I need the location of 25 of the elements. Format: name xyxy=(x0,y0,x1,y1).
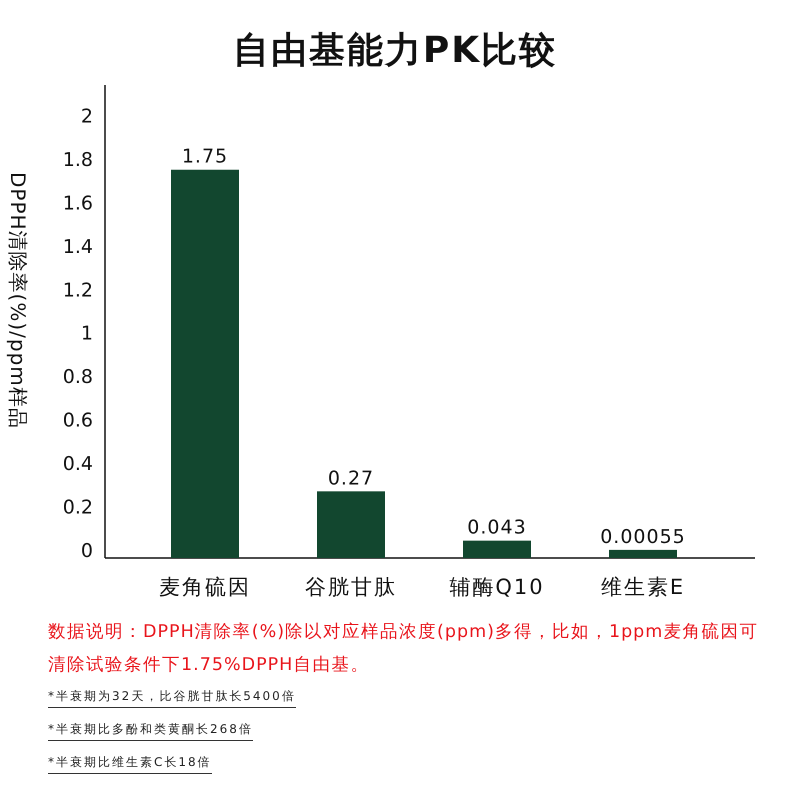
y-tick-label: 0.2 xyxy=(62,496,93,519)
y-tick-label: 0.8 xyxy=(62,366,93,388)
y-tick-label: 0.4 xyxy=(62,453,93,476)
y-tick-label: 0.6 xyxy=(62,410,93,432)
y-tick-label: 0 xyxy=(80,540,93,562)
text: *半衰期为32天，比谷胱甘肽长5400倍 xyxy=(48,688,296,708)
y-tick-label: 2 xyxy=(80,105,93,128)
y-axis-title: DPPH清除率(%)/ppm样品 xyxy=(6,172,30,429)
chart-title: 自由基能力PK比较 xyxy=(232,30,558,71)
data-label: 0.043 xyxy=(467,516,527,539)
y-tick-label: 1.2 xyxy=(62,279,93,302)
text: 数据说明：DPPH清除率(%)除以对应样品浓度(ppm)多得，比如，1ppm麦角硫因可清除试验条件下1.75%DPPH自由基。 xyxy=(48,621,760,677)
y-tick-label: 1.6 xyxy=(62,192,93,214)
y-tick-label: 1 xyxy=(80,322,93,345)
data-label: 1.75 xyxy=(182,146,228,168)
y-tick-label: 1.8 xyxy=(62,148,93,171)
y-tick-label: 1.4 xyxy=(62,236,93,258)
x-tick-label: 麦角硫因 xyxy=(159,575,251,599)
x-tick-label: 谷胱甘肽 xyxy=(305,575,397,599)
x-tick-label: 辅酶Q10 xyxy=(449,575,545,599)
data-label: 0.27 xyxy=(328,467,374,490)
text: *半衰期比多酚和类黄酮长268倍 xyxy=(48,721,253,741)
data-label: 0.00055 xyxy=(600,526,686,548)
x-tick-label: 维生素E xyxy=(600,575,686,599)
text: *半衰期比维生素C长18倍 xyxy=(48,754,212,774)
